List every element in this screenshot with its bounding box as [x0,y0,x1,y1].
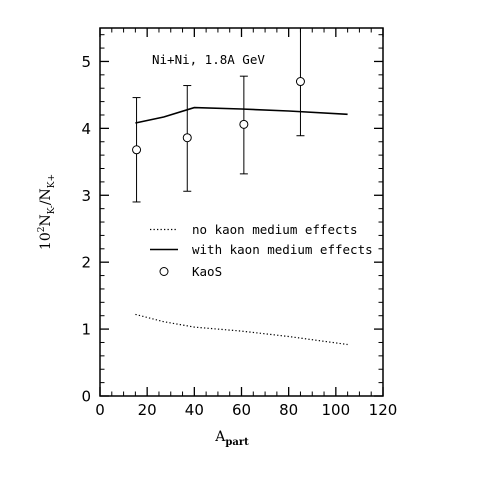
kaos-data-point [132,145,142,155]
y-tick-label: 0 [81,388,91,406]
x-tick-label: 80 [279,401,298,419]
y-tick-label: 1 [81,321,91,339]
y-axis-label: 102NK-/NK+ [37,174,57,250]
y-tick-label: 2 [81,254,91,272]
legend-label: KaoS [192,264,222,279]
kaos-data-point [295,77,305,87]
x-axis-label: Apart [214,429,249,448]
legend: no kaon medium effects with kaon medium e… [150,222,373,279]
x-tick-label: 120 [369,401,398,419]
legend-marker-kaos [159,267,169,276]
with-medium-line [135,106,348,124]
plot-frame [99,27,384,397]
x-tick-label: 0 [95,401,105,419]
y-tick-label: 3 [81,187,91,205]
kaos-data-point [182,133,192,143]
x-tick-label: 60 [232,401,251,419]
kaos-data-point [239,119,249,129]
annotation-label: Ni+Ni, 1.8A GeV [152,52,265,67]
series-layer [132,28,348,346]
axis-ticks: 0 20 40 60 80 100 120 0 1 2 3 4 5 [81,28,397,419]
x-tick-label: 20 [138,401,157,419]
x-tick-label: 100 [322,401,351,419]
y-tick-label: 4 [81,120,91,138]
y-tick-label: 5 [81,53,91,71]
legend-label: with kaon medium effects [192,242,373,257]
x-tick-label: 40 [185,401,204,419]
no-medium-line [135,313,348,346]
legend-label: no kaon medium effects [192,222,358,237]
